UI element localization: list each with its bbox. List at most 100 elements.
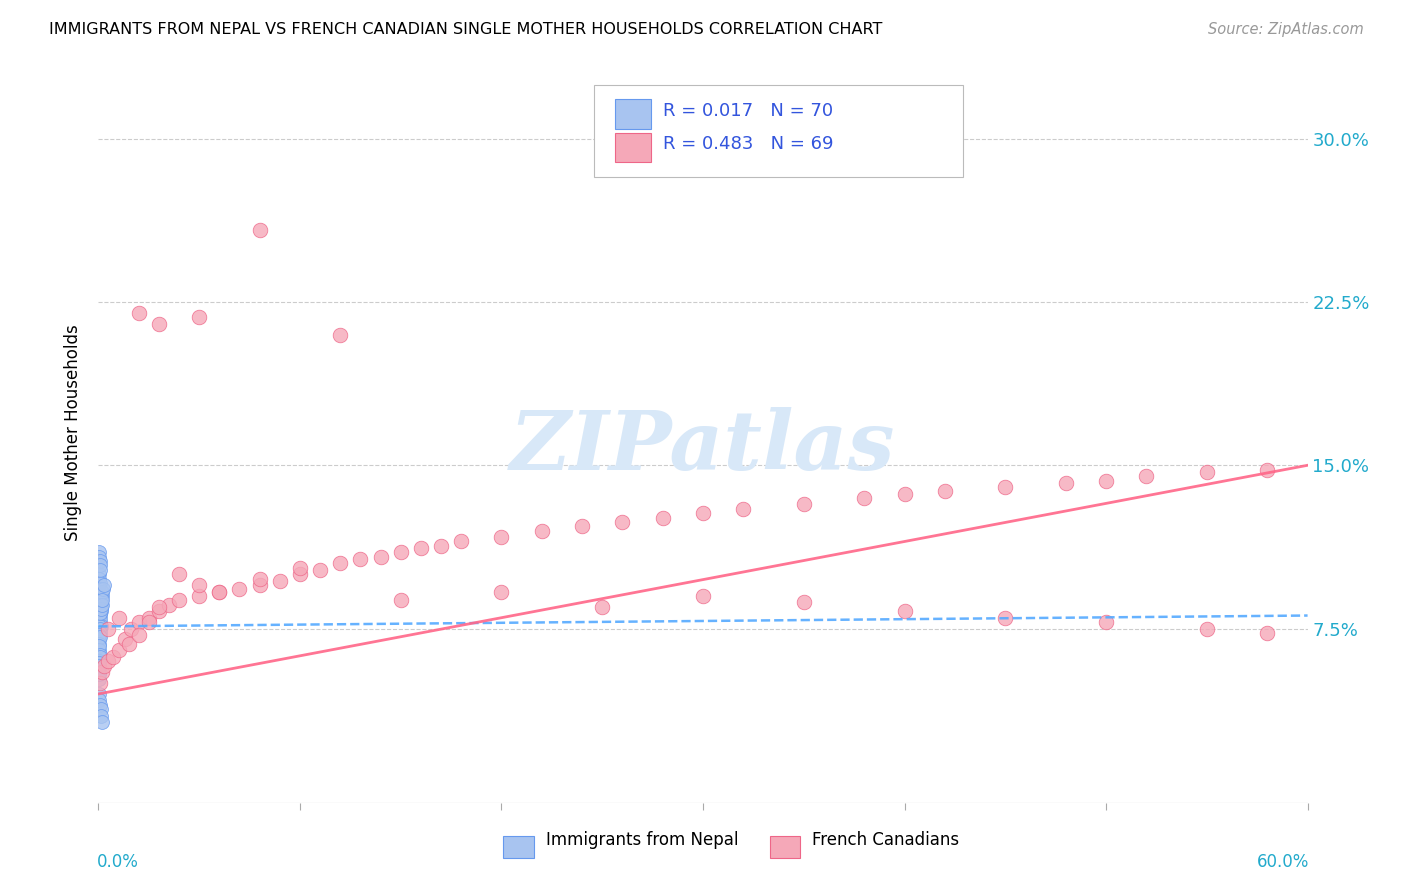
Point: [692, 589, 714, 603]
Point: [89, 549, 111, 564]
Point: [89, 602, 111, 616]
Point: [450, 534, 472, 549]
Bar: [769, 836, 800, 858]
FancyBboxPatch shape: [595, 85, 963, 178]
Point: [793, 595, 815, 609]
Point: [90, 604, 112, 618]
Point: [128, 306, 150, 320]
Point: [87, 567, 110, 582]
Point: [1195, 465, 1218, 479]
Text: R = 0.017   N = 70: R = 0.017 N = 70: [664, 102, 834, 120]
Point: [491, 530, 513, 544]
Point: [1256, 462, 1278, 476]
Point: [89, 613, 111, 627]
Bar: [503, 836, 534, 858]
Point: [87, 611, 110, 625]
Point: [89, 676, 111, 690]
Text: Immigrants from Nepal: Immigrants from Nepal: [546, 830, 738, 849]
Point: [89, 599, 111, 614]
Point: [97, 622, 120, 636]
Point: [87, 632, 110, 647]
Point: [89, 611, 111, 625]
Point: [90, 602, 112, 616]
Point: [1054, 475, 1077, 490]
Point: [89, 607, 111, 621]
Point: [571, 519, 593, 533]
Point: [87, 619, 110, 633]
Point: [90, 593, 112, 607]
Point: [893, 486, 915, 500]
Point: [288, 560, 311, 574]
Point: [89, 584, 111, 599]
Text: R = 0.483   N = 69: R = 0.483 N = 69: [664, 135, 834, 153]
Y-axis label: Single Mother Households: Single Mother Households: [65, 325, 83, 541]
Point: [89, 575, 111, 590]
Point: [733, 501, 755, 516]
Point: [89, 607, 111, 621]
Point: [1135, 469, 1157, 483]
Point: [309, 563, 332, 577]
Point: [87, 604, 110, 618]
Point: [188, 578, 211, 592]
Point: [89, 602, 111, 616]
Point: [491, 584, 513, 599]
Point: [87, 687, 110, 701]
Point: [93, 658, 115, 673]
Point: [89, 572, 111, 586]
Text: French Canadians: French Canadians: [811, 830, 959, 849]
Point: [89, 563, 111, 577]
Point: [228, 582, 250, 597]
Point: [934, 484, 956, 499]
Point: [1256, 626, 1278, 640]
Point: [692, 506, 714, 520]
Text: Source: ZipAtlas.com: Source: ZipAtlas.com: [1208, 22, 1364, 37]
Point: [793, 498, 815, 512]
Point: [107, 611, 129, 625]
Point: [89, 598, 111, 612]
Point: [90, 598, 112, 612]
Point: [89, 698, 111, 712]
Point: [651, 510, 673, 524]
Point: [89, 637, 111, 651]
Point: [157, 598, 180, 612]
Point: [87, 615, 110, 629]
Point: [91, 593, 114, 607]
Point: [90, 619, 112, 633]
Point: [90, 708, 112, 723]
Text: 0.0%: 0.0%: [97, 853, 139, 871]
Point: [329, 327, 352, 342]
Point: [370, 549, 392, 564]
Point: [389, 545, 412, 559]
Point: [893, 604, 915, 618]
Bar: [614, 133, 651, 162]
Point: [89, 628, 111, 642]
Point: [87, 599, 110, 614]
Point: [1095, 474, 1118, 488]
Point: [148, 599, 170, 614]
Point: [89, 693, 111, 707]
Point: [138, 611, 160, 625]
Point: [208, 584, 231, 599]
Point: [188, 589, 211, 603]
Point: [90, 593, 112, 607]
Point: [530, 524, 553, 538]
Point: [89, 589, 111, 603]
Point: [89, 608, 111, 623]
Point: [91, 589, 114, 603]
Point: [89, 654, 111, 668]
Point: [87, 661, 110, 675]
Point: [89, 639, 111, 653]
Point: [188, 310, 211, 325]
Point: [208, 584, 231, 599]
Point: [87, 672, 110, 686]
Point: [89, 617, 111, 632]
Point: [87, 578, 110, 592]
Point: [87, 545, 110, 559]
Point: [87, 593, 110, 607]
Point: [249, 223, 271, 237]
Point: [349, 552, 371, 566]
Point: [994, 611, 1017, 625]
Point: [87, 643, 110, 657]
Bar: [614, 99, 651, 129]
Point: [87, 624, 110, 638]
